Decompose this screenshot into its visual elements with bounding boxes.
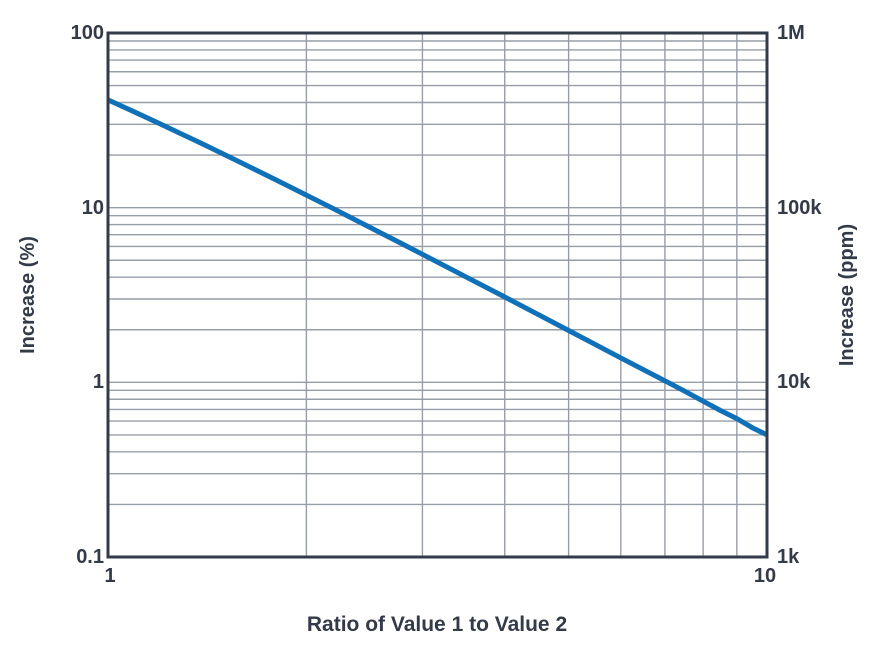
y-right-tick-1M: 1M <box>777 22 805 44</box>
y-axis-title-left: Increase (%) <box>17 236 39 354</box>
y-left-tick-1: 1 <box>92 371 104 393</box>
y-right-tick-10k: 10k <box>777 371 811 393</box>
y-left-tick-100: 100 <box>70 22 104 44</box>
x-tick-1: 1 <box>104 565 116 587</box>
y-axis-title-right: Increase (ppm) <box>836 223 858 367</box>
y-left-tick-10: 10 <box>81 197 104 219</box>
y-right-tick-100k: 100k <box>777 197 822 219</box>
y-left-tick-0p1: 0.1 <box>76 546 104 568</box>
y-right-tick-1k: 1k <box>777 546 800 568</box>
x-tick-10: 10 <box>753 565 777 587</box>
x-axis-title: Ratio of Value 1 to Value 2 <box>306 613 568 636</box>
